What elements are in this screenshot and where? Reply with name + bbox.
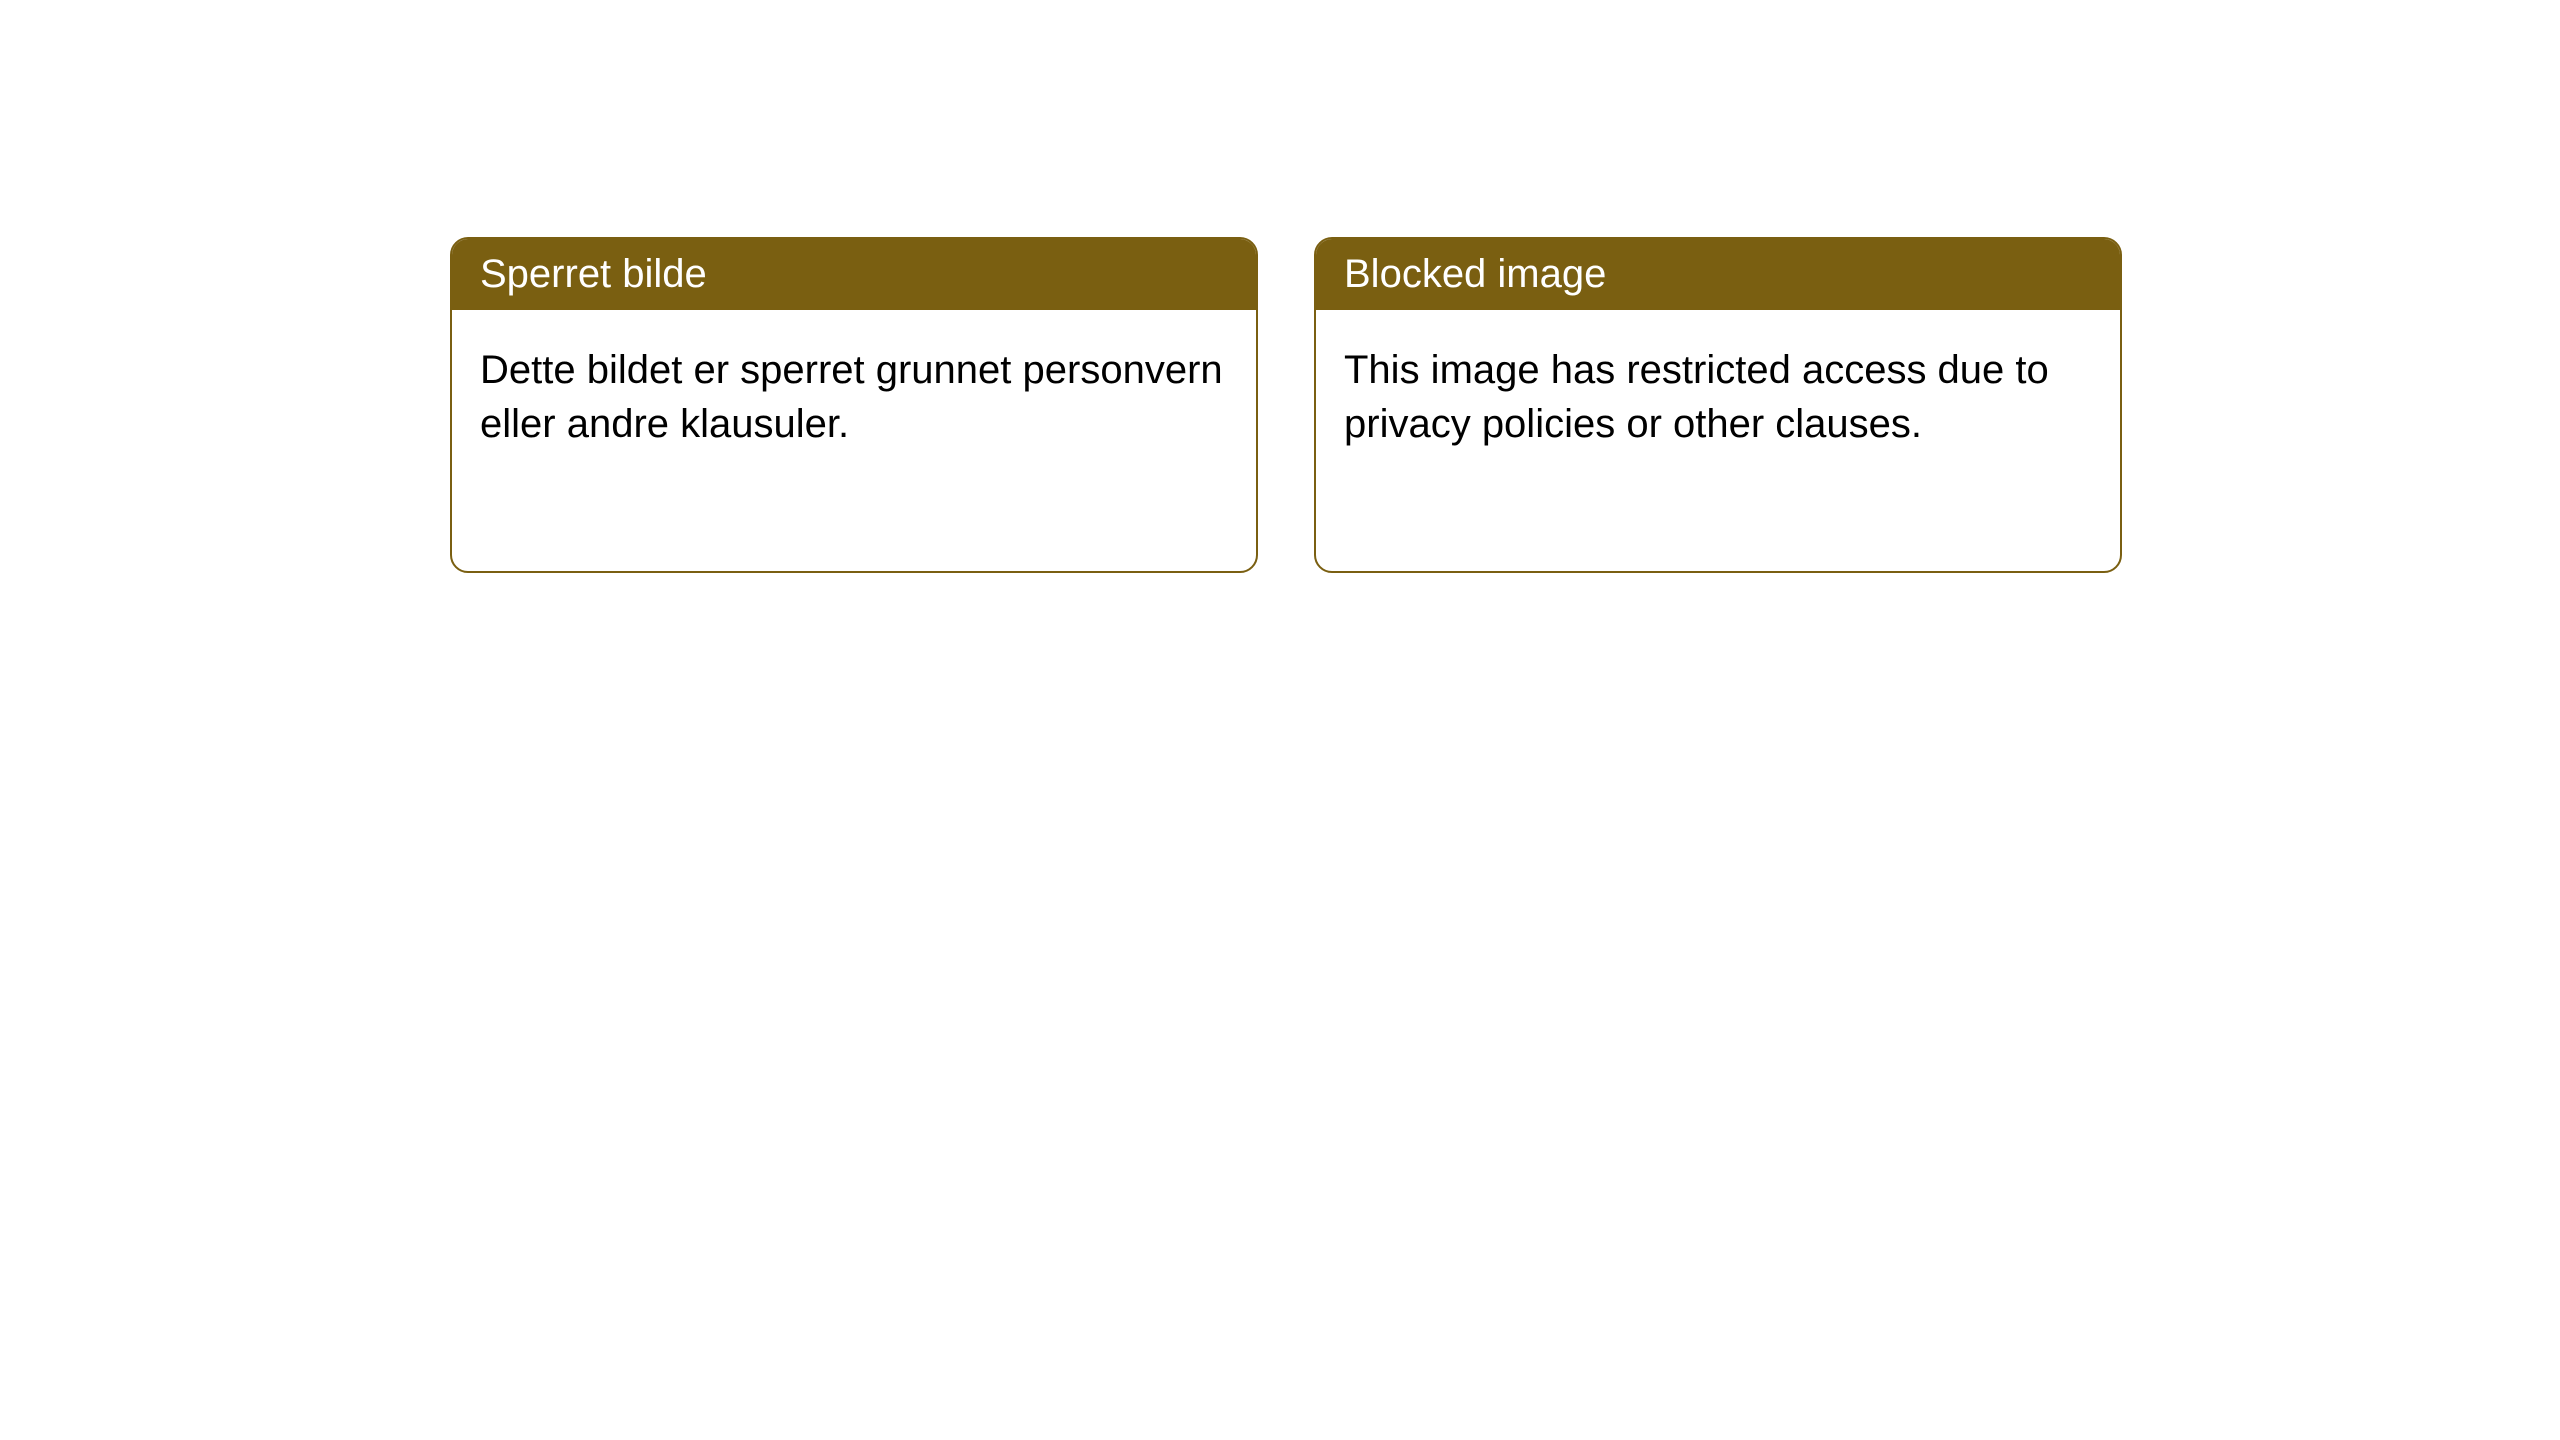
notice-card-norwegian: Sperret bilde Dette bildet er sperret gr… (450, 237, 1258, 573)
card-title: Blocked image (1344, 252, 1606, 296)
notice-cards-container: Sperret bilde Dette bildet er sperret gr… (450, 237, 2122, 573)
card-body: This image has restricted access due to … (1316, 310, 2120, 485)
card-body-text: This image has restricted access due to … (1344, 348, 2049, 446)
card-body: Dette bildet er sperret grunnet personve… (452, 310, 1256, 485)
card-header: Sperret bilde (452, 239, 1256, 310)
card-title: Sperret bilde (480, 252, 707, 296)
notice-card-english: Blocked image This image has restricted … (1314, 237, 2122, 573)
card-header: Blocked image (1316, 239, 2120, 310)
card-body-text: Dette bildet er sperret grunnet personve… (480, 348, 1223, 446)
